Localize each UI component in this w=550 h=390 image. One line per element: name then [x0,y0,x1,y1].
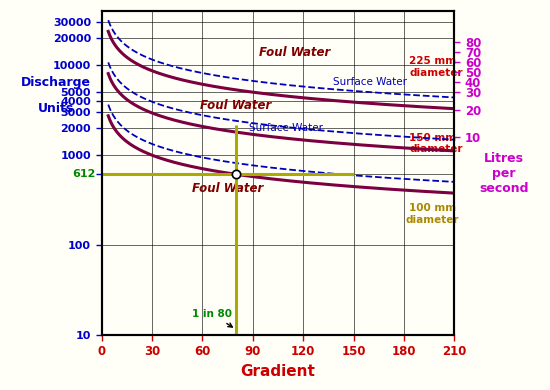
Text: 100 mm
diameter: 100 mm diameter [406,204,459,225]
Text: Units: Units [37,102,74,115]
Text: 612: 612 [72,169,96,179]
Text: Discharge: Discharge [21,76,91,89]
Text: Foul Water: Foul Water [200,99,272,112]
Text: Litres
per
second: Litres per second [479,151,529,195]
Text: Foul Water: Foul Water [259,46,331,58]
Text: 150 mm
diameter: 150 mm diameter [409,133,463,154]
Text: Surface Water: Surface Water [249,123,323,133]
X-axis label: Gradient: Gradient [240,364,316,379]
Text: 225 mm
diameter: 225 mm diameter [409,57,463,78]
Text: Foul Water: Foul Water [192,182,263,195]
Text: 1 in 80: 1 in 80 [192,309,233,327]
Text: Surface Water: Surface Water [333,77,408,87]
